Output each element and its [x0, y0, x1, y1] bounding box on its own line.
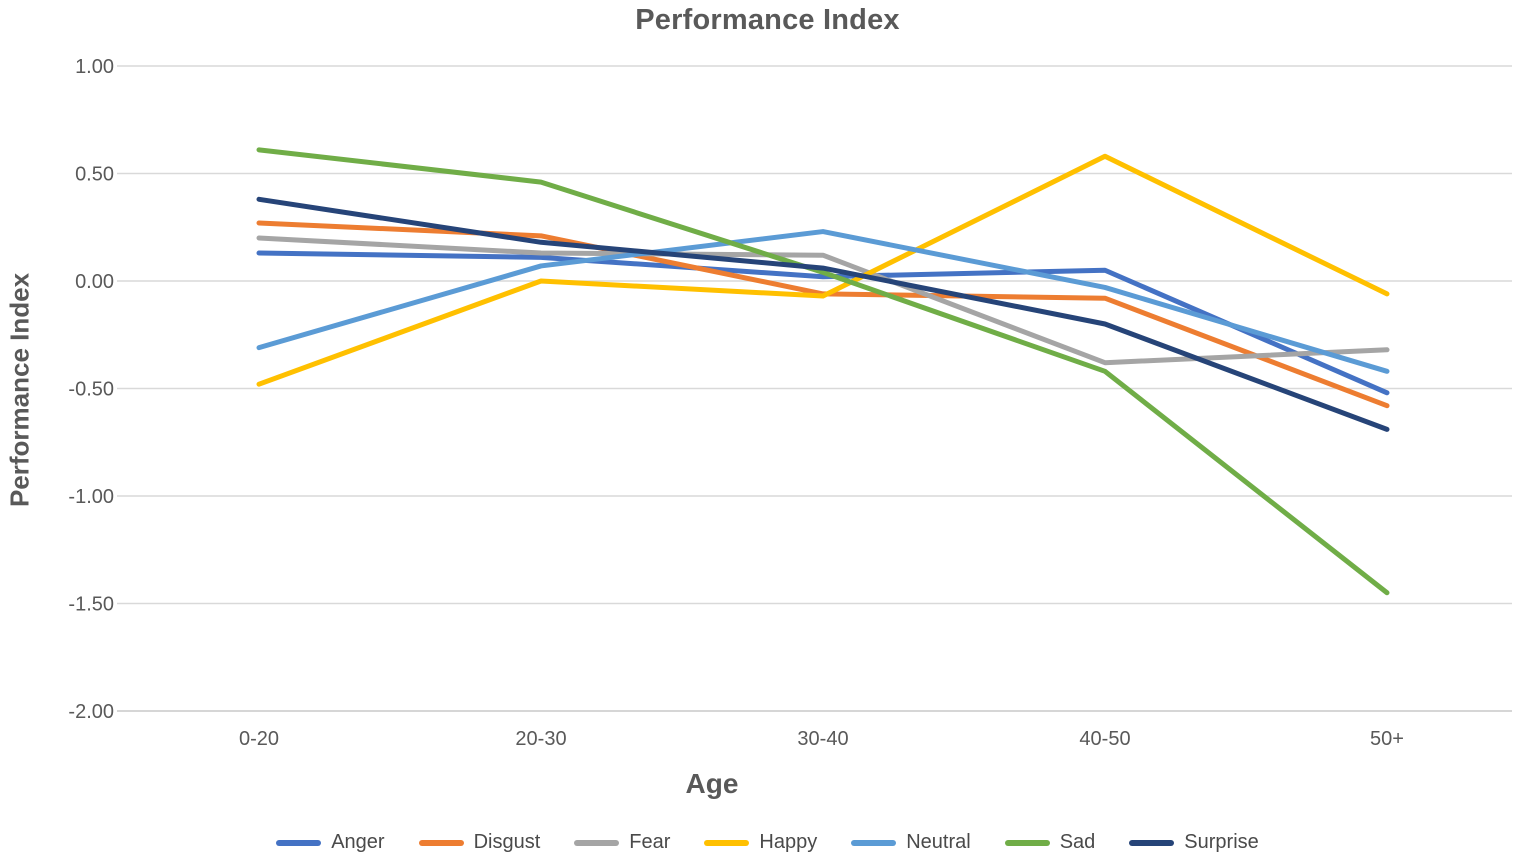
legend-item-neutral: Neutral [851, 831, 971, 854]
series-line-surprise [256, 196, 1390, 432]
y-tick-label: -1.00 [68, 486, 114, 508]
legend-item-fear: Fear [574, 831, 670, 854]
x-tick-label: 0-20 [239, 728, 279, 750]
legend: Anger Disgust Fear Happy Neutral Sad Surprise [0, 831, 1535, 854]
y-tick-label: 0.50 [75, 164, 114, 186]
legend-label: Happy [759, 831, 818, 853]
x-axis-title: Age [685, 768, 739, 799]
legend-swatch-sad [1004, 839, 1050, 846]
y-tick-label: -1.50 [68, 594, 114, 616]
x-tick-label: 40-50 [1079, 728, 1130, 750]
legend-item-disgust: Disgust [418, 831, 541, 854]
x-tick-label: 50+ [1370, 728, 1404, 750]
legend-swatch-anger [276, 839, 322, 846]
legend-swatch-neutral [851, 839, 897, 846]
legend-label: Anger [331, 831, 385, 853]
legend-label: Disgust [473, 831, 541, 853]
x-tick-label: 20-30 [515, 728, 566, 750]
y-tick-label: 0.00 [75, 271, 114, 293]
series-line-happy [256, 153, 1390, 387]
y-tick-label: 1.00 [75, 56, 114, 78]
legend-item-anger: Anger [276, 831, 385, 854]
series-line-anger [256, 250, 1390, 396]
series-line-neutral [256, 229, 1390, 374]
series-line-disgust [256, 220, 1390, 409]
legend-label: Sad [1059, 831, 1096, 853]
legend-label: Fear [629, 831, 671, 853]
legend-swatch-surprise [1129, 839, 1175, 846]
legend-swatch-fear [574, 839, 620, 846]
legend-label: Neutral [906, 831, 971, 853]
legend-item-surprise: Surprise [1129, 831, 1259, 854]
x-tick-label: 30-40 [797, 728, 848, 750]
y-tick-label: -0.50 [68, 379, 114, 401]
chart-title: Performance Index [635, 4, 900, 36]
y-tick-label: -2.00 [68, 701, 114, 723]
legend-item-sad: Sad [1004, 831, 1096, 854]
legend-item-happy: Happy [704, 831, 817, 854]
series-line-sad [256, 147, 1390, 596]
legend-swatch-disgust [418, 839, 464, 846]
legend-label: Surprise [1184, 831, 1259, 853]
legend-swatch-happy [704, 839, 750, 846]
